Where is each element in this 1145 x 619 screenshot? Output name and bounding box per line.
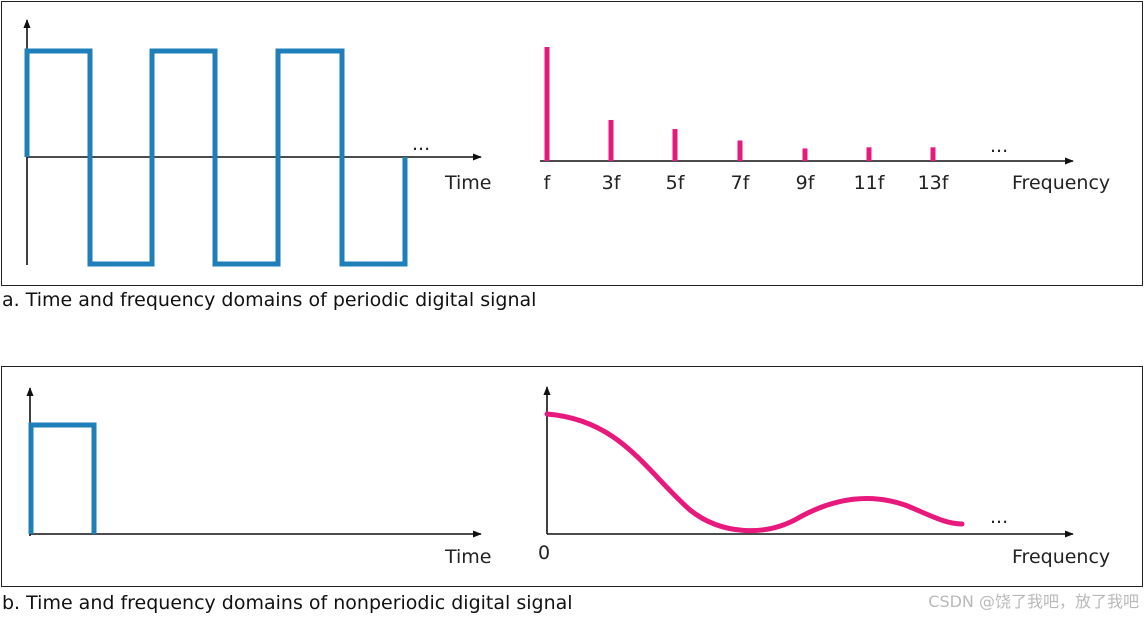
continuous-spectrum-curve — [544, 411, 965, 534]
harmonic-label-f: f — [544, 172, 552, 194]
panel-b-frame — [1, 366, 1143, 587]
origin-label-b: 0 — [538, 542, 550, 564]
time-label-b: Time — [444, 546, 492, 568]
single-pulse — [28, 422, 97, 534]
caption-panel-a: a. Time and frequency domains of periodi… — [2, 289, 537, 311]
watermark: CSDN @饶了我吧，放了我吧 — [928, 592, 1139, 611]
freq-dots-b: ... — [990, 506, 1008, 528]
harmonic-label-5f: 5f — [666, 172, 686, 194]
harmonic-label-11f: 11f — [854, 172, 886, 194]
time-dots-a: ... — [412, 133, 430, 155]
harmonic-label-9f: 9f — [796, 172, 816, 194]
freq-dots-a: ... — [990, 135, 1008, 157]
frequency-label-a: Frequency — [1012, 172, 1110, 194]
harmonic-label-7f: 7f — [731, 172, 751, 194]
harmonic-label-13f: 13f — [918, 172, 950, 194]
periodic-square-wave — [24, 48, 408, 267]
time-label-a: Time — [444, 172, 492, 194]
frequency-label-b: Frequency — [1012, 546, 1110, 568]
caption-panel-b: b. Time and frequency domains of nonperi… — [2, 592, 573, 614]
harmonic-label-3f: 3f — [602, 172, 622, 194]
